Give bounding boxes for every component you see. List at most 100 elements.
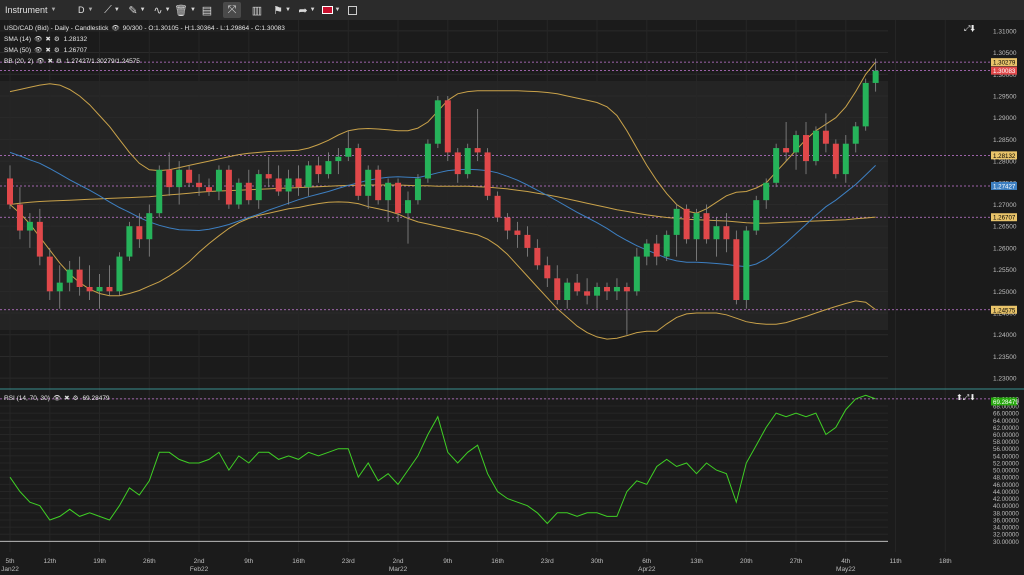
layout-button[interactable]: ▤ — [200, 2, 214, 18]
bb-lower-line — [9, 201, 876, 340]
rsi-axis: 70.0000068.0000066.0000064.0000062.00000… — [991, 396, 1019, 546]
rsi-label: RSI (14, 70, 30) — [4, 394, 50, 402]
draw-tool-button[interactable]: ✎ ▼ — [126, 2, 148, 18]
price-tick-label: 1.24000 — [993, 332, 1017, 339]
move-down-icon[interactable]: ⬇ — [969, 393, 976, 402]
rsi-tick-label: 58.00000 — [993, 439, 1019, 446]
eye-icon[interactable]: 👁 — [34, 36, 43, 43]
chart-area[interactable]: 1.31000 1.30500 1.30000 1.29500 1.29000 1.285… — [0, 20, 1024, 575]
time-tick-label: 2nd — [194, 558, 205, 565]
time-tick-label: 16th — [491, 558, 504, 565]
candle-down — [584, 291, 591, 296]
window-button[interactable] — [346, 2, 358, 18]
candle-down — [703, 213, 710, 240]
flag-button[interactable]: ⚑ ▼ — [271, 2, 293, 18]
candle-up — [862, 82, 869, 127]
fit-button[interactable]: ⤧ — [223, 2, 241, 18]
chevron-down-icon: ▼ — [87, 7, 94, 13]
timeframe-selector[interactable]: D ▼ — [78, 2, 93, 18]
gear-icon[interactable]: ⚙ — [53, 47, 60, 54]
candle-up — [405, 200, 411, 214]
eye-icon[interactable]: 👁 — [111, 25, 120, 32]
time-tick-label: 27th — [790, 558, 803, 565]
time-tick-label: 12th — [43, 558, 56, 565]
candle-down — [554, 278, 561, 301]
candle-up — [56, 282, 63, 292]
bb-upper-line — [9, 61, 876, 214]
eye-icon[interactable]: 👁 — [52, 395, 62, 402]
move-up-icon[interactable]: ⬆ — [956, 393, 963, 402]
time-tick-label: 11th — [889, 558, 902, 565]
rsi-label-bg — [991, 397, 1017, 406]
trash-button[interactable]: 🗑 ▼ — [174, 2, 196, 18]
bar-chart-icon: ▥ — [251, 4, 263, 17]
price-tick-label: 1.23500 — [993, 354, 1017, 361]
candle-down — [822, 130, 829, 144]
gear-icon[interactable]: ⚙ — [53, 36, 60, 43]
line-tool-button[interactable]: ⟋ ▼ — [101, 2, 123, 18]
candle-down — [524, 234, 531, 248]
move-down-icon[interactable]: ⬇ — [970, 24, 976, 33]
candle-up — [773, 148, 780, 183]
rsi-tick-label: 46.00000 — [993, 482, 1019, 489]
candle-up — [564, 282, 571, 301]
rsi-tick-label: 48.00000 — [993, 475, 1019, 482]
candle-up — [673, 208, 680, 235]
bar-chart-button[interactable]: ▥ — [250, 2, 264, 18]
candle-down — [623, 286, 630, 292]
candle-down — [494, 195, 501, 218]
candle-down — [265, 174, 272, 179]
eye-icon[interactable]: 👁 — [36, 58, 45, 65]
time-tick-label: 13th — [690, 558, 703, 565]
close-icon[interactable]: ✖ — [64, 395, 70, 402]
expand-icon[interactable]: ⤢ — [964, 24, 971, 33]
candle-up — [713, 226, 720, 240]
candle-up — [793, 135, 800, 153]
candle-down — [604, 286, 610, 292]
close-icon[interactable]: ✖ — [47, 58, 53, 65]
candle-down — [295, 178, 302, 188]
rsi-pane — [0, 394, 990, 542]
bb-label: BB (20, 2) — [4, 57, 34, 65]
candle-down — [444, 100, 451, 153]
candle-up — [66, 269, 73, 283]
pane-controls-rsi: ⬆⤢⬇ — [956, 393, 976, 403]
candle-up — [365, 169, 372, 196]
close-icon[interactable]: ✖ — [45, 47, 51, 54]
close-icon[interactable]: ✖ — [45, 36, 51, 43]
candle-up — [663, 234, 670, 257]
price-label-text: 1.30083 — [993, 68, 1016, 75]
square-icon — [347, 5, 357, 15]
candle-down — [504, 217, 511, 231]
candle-up — [763, 182, 770, 201]
expand-icon[interactable]: ⤢ — [962, 393, 970, 402]
candle-up — [255, 174, 262, 201]
gear-icon[interactable]: ⚙ — [55, 58, 62, 65]
indicator-button[interactable]: ∿ ▼ — [151, 2, 173, 18]
price-label-bg — [991, 58, 1017, 67]
sma50-value: 1.26707 — [63, 46, 88, 54]
gear-icon[interactable]: ⚙ — [72, 395, 79, 402]
price-tick-label: 1.24500 — [993, 311, 1017, 318]
share-icon: ➦ — [298, 4, 308, 17]
candle-down — [86, 286, 93, 292]
instrument-selector[interactable]: Instrument ▼ — [5, 2, 56, 18]
chevron-down-icon: ▼ — [190, 7, 196, 13]
rsi-tick-label: 34.00000 — [993, 525, 1019, 532]
candle-down — [106, 286, 113, 292]
candle-up — [176, 169, 183, 188]
candle-down — [196, 182, 203, 188]
price-tick-label: 1.28000 — [993, 159, 1017, 166]
candle-down — [723, 226, 730, 240]
chevron-down-icon: ▼ — [164, 7, 171, 13]
candle-down — [783, 148, 790, 153]
layout-icon: ▤ — [201, 4, 213, 17]
time-tick-sublabel: May22 — [836, 566, 856, 573]
language-button[interactable]: ▼ — [320, 2, 342, 18]
share-button[interactable]: ➦ ▼ — [296, 2, 318, 18]
candle-down — [574, 282, 581, 292]
price-label-text: 1.27427 — [993, 183, 1016, 190]
price-tick-label: 1.26500 — [993, 224, 1017, 231]
price-label-bg — [991, 151, 1017, 160]
eye-icon[interactable]: 👁 — [34, 47, 43, 54]
